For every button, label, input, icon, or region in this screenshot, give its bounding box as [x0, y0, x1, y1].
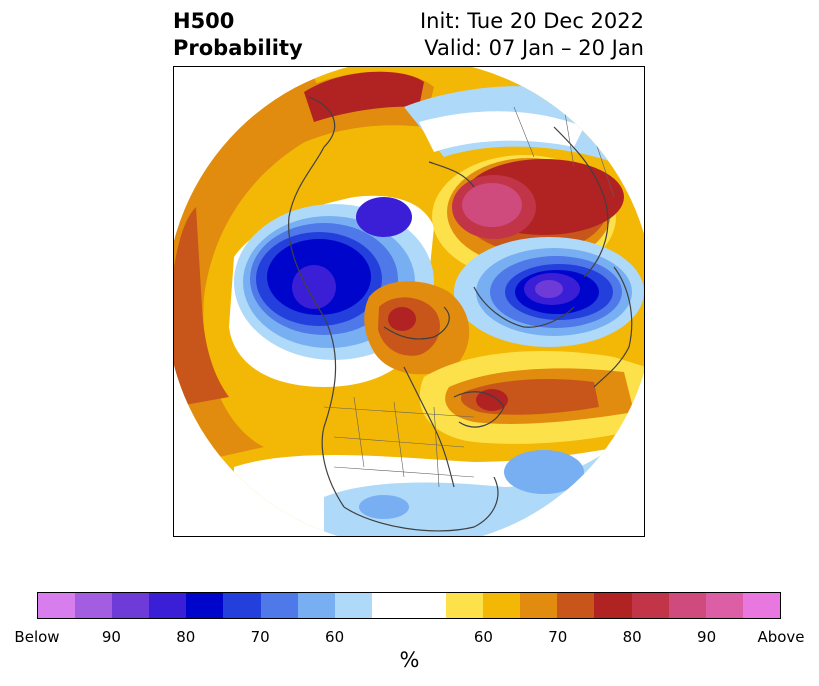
colorbar: [37, 592, 781, 619]
title-quantity: Probability: [173, 36, 303, 60]
colorbar-unit-label: %: [399, 648, 420, 672]
colorbar-swatch-3: [149, 593, 187, 618]
colorbar-swatch-2: [112, 593, 150, 618]
colorbar-tick-labels: Below 90 80 70 60 60 70 80 90 Above: [0, 628, 819, 648]
colorbar-swatch-0: [38, 593, 76, 618]
contour-80-atlantic-high: [476, 389, 508, 411]
colorbar-swatch-15: [631, 593, 669, 618]
colorbar-swatch-10: [446, 593, 484, 618]
title-variable: H500: [173, 9, 235, 33]
colorbar-swatch-18: [742, 593, 780, 618]
valid-range: Valid: 07 Jan – 20 Jan: [424, 36, 644, 60]
contour-orange-west: [174, 77, 334, 467]
colorbar-swatch-17: [705, 593, 743, 618]
colorbar-swatch-16: [668, 593, 706, 618]
contour-90-siberia-high: [462, 183, 522, 227]
colorbar-tick-9: Above: [757, 628, 805, 646]
init-date: Init: Tue 20 Dec 2022: [419, 9, 644, 33]
chart-dates: Init: Tue 20 Dec 2022 Valid: 07 Jan – 20…: [420, 8, 644, 62]
contour-70-south-low: [504, 450, 584, 494]
colorbar-tick-8: 90: [697, 628, 717, 646]
political-borders: [323, 106, 615, 488]
colorbar-swatch-6: [260, 593, 298, 618]
coastlines: [287, 96, 633, 532]
contour-brown-west: [174, 207, 229, 407]
colorbar-tick-3: 70: [250, 628, 270, 646]
contour-70-south-low-west: [359, 495, 409, 519]
colorbar-tick-0: Below: [14, 628, 60, 646]
colorbar-swatch-5: [223, 593, 261, 618]
colorbar-tick-6: 70: [548, 628, 568, 646]
contour-95-europe-low: [535, 280, 563, 298]
contour-red-north: [304, 71, 424, 122]
colorbar-swatch-11: [483, 593, 521, 618]
contour-90-west-low: [292, 265, 336, 309]
colorbar-swatch-14: [594, 593, 632, 618]
colorbar-swatch-8: [334, 593, 372, 618]
colorbar-tick-5: 60: [473, 628, 493, 646]
colorbar-swatch-12: [520, 593, 558, 618]
probability-map: [174, 67, 644, 536]
colorbar-swatch-4: [186, 593, 224, 618]
colorbar-swatch-9: [371, 593, 447, 618]
colorbar-tick-4: 60: [325, 628, 345, 646]
colorbar-swatch-1: [75, 593, 113, 618]
colorbar-tick-7: 80: [622, 628, 642, 646]
colorbar-swatch-7: [297, 593, 335, 618]
colorbar-tick-2: 80: [176, 628, 196, 646]
colorbar-tick-1: 90: [101, 628, 121, 646]
contour-90-west-low-north: [356, 197, 412, 237]
contour-80-arctic-high: [388, 307, 416, 331]
colorbar-swatch-13: [557, 593, 595, 618]
map-panel: [173, 66, 645, 537]
chart-title: H500 Probability: [173, 8, 303, 62]
neutral-zone-north: [419, 111, 584, 152]
